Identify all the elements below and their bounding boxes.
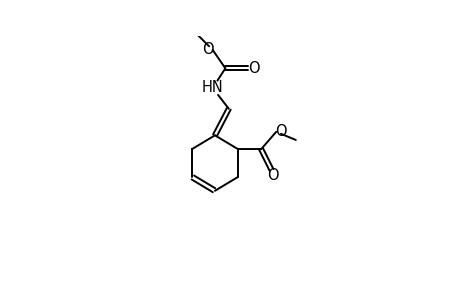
Text: HN: HN [202,80,223,95]
Text: O: O [266,168,278,183]
Text: O: O [247,61,259,76]
Text: O: O [275,124,286,140]
Text: O: O [202,42,213,57]
